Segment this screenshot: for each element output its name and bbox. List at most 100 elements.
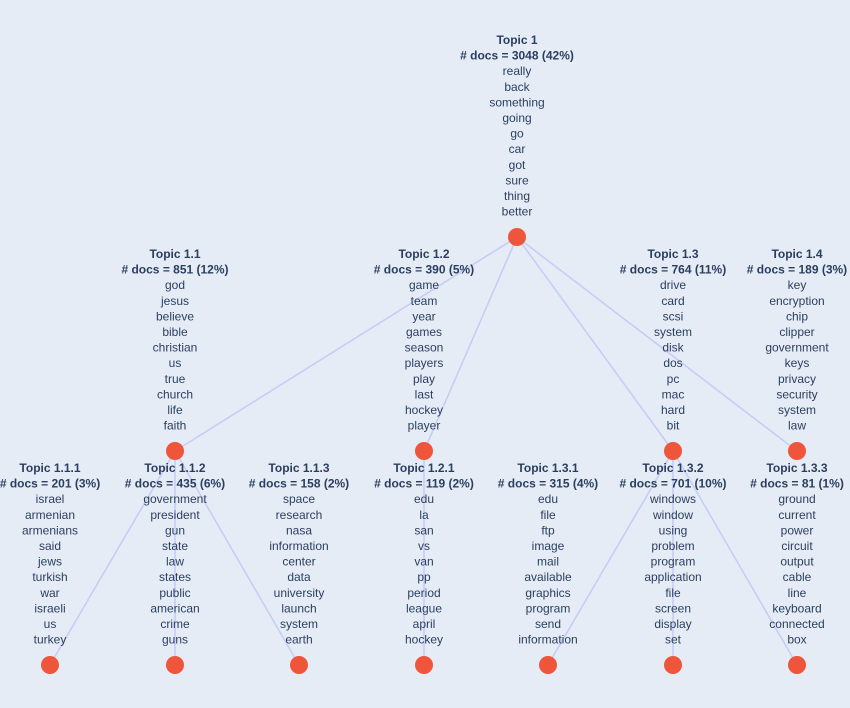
topic-keyword: keys [785,356,810,370]
topic-title: Topic 1.3.2 [642,461,703,475]
topic-keyword: available [524,570,572,584]
topic-doc-count: # docs = 201 (3%) [0,477,100,491]
edges-layer [49,236,798,666]
topic-node-marker[interactable] [415,442,433,460]
topic-keyword: la [419,508,429,522]
topic-keyword: going [502,111,531,125]
topic-keyword: drive [660,278,686,292]
topic-node-marker[interactable] [788,442,806,460]
topic-keyword: file [540,508,556,522]
labels-layer: Topic 1 # docs = 3048 (42%)really backsome… [0,33,847,647]
topic-keyword: research [276,508,323,522]
topic-keyword: ftp [541,523,555,537]
topic-keyword: government [143,492,207,506]
topic-keyword: president [150,508,200,522]
topic-keyword: something [489,95,544,109]
topic-keyword: player [408,419,441,433]
topic-node-t132: Topic 1.3.2 # docs = 701 (10%)windows wind… [619,461,726,647]
topic-keyword: window [652,508,693,522]
topic-node-t113: Topic 1.1.3 # docs = 158 (2%)space researc… [249,461,349,647]
topic-doc-count: # docs = 3048 (42%) [460,49,574,63]
topic-doc-count: # docs = 851 (12%) [121,263,228,277]
topic-node-t111: Topic 1.1.1 # docs = 201 (3%)israel armeni… [0,461,100,647]
topic-keyword: windows [649,492,696,506]
topic-node-marker[interactable] [788,656,806,674]
topic-keyword: system [778,403,816,417]
topic-title: Topic 1 [496,33,537,47]
topic-node-marker[interactable] [539,656,557,674]
topic-node-marker[interactable] [664,656,682,674]
topic-keyword: turkey [34,633,67,647]
topic-doc-count: # docs = 701 (10%) [619,477,726,491]
edge-t13-t131 [547,450,674,666]
topic-node-marker[interactable] [664,442,682,460]
topic-node-marker[interactable] [166,656,184,674]
topic-keyword: states [159,570,191,584]
topic-keyword: public [159,586,190,600]
topic-keyword: said [39,539,61,553]
topic-node-marker[interactable] [508,228,526,246]
topic-keyword: connected [769,617,824,631]
topic-keyword: edu [538,492,558,506]
topic-keyword: state [162,539,188,553]
topic-keyword: jews [37,555,62,569]
topic-keyword: god [165,278,185,292]
topic-keyword: government [765,341,829,355]
topic-title: Topic 1.3.3 [766,461,827,475]
topic-keyword: church [157,387,193,401]
topic-keyword: year [412,309,435,323]
topic-keyword: bible [162,325,188,339]
topic-keyword: graphics [525,586,570,600]
topic-keyword: box [787,633,806,647]
topic-keyword: life [167,403,183,417]
topic-keyword: guns [162,633,188,647]
topic-keyword: go [510,127,524,141]
topic-keyword: circuit [781,539,813,553]
topic-keyword: using [659,523,688,537]
topic-node-marker[interactable] [415,656,433,674]
edge-t11-t111 [49,450,176,666]
topic-keyword: israeli [34,601,65,615]
topic-title: Topic 1.3.1 [517,461,578,475]
topic-keyword: scsi [663,309,684,323]
topic-keyword: bit [667,419,680,433]
topic-keyword: current [778,508,816,522]
topic-keyword: set [665,633,682,647]
topic-node-marker[interactable] [166,442,184,460]
topic-keyword: space [283,492,315,506]
topic-keyword: jesus [160,294,189,308]
topic-keyword: power [781,523,814,537]
topic-keyword: hard [661,403,685,417]
topic-keyword: car [509,142,526,156]
topic-keyword: screen [655,601,691,615]
topic-keyword: turkish [32,570,67,584]
topic-keyword: us [169,356,182,370]
topic-keyword: university [274,586,325,600]
topic-node-marker[interactable] [290,656,308,674]
topic-keyword: sure [505,173,529,187]
topic-doc-count: # docs = 315 (4%) [498,477,598,491]
topic-keyword: israel [36,492,65,506]
topic-keyword: crime [160,617,190,631]
topic-keyword: program [651,555,696,569]
topic-keyword: center [282,555,315,569]
topic-keyword: hockey [405,403,443,417]
topic-title: Topic 1.4 [771,247,822,261]
topic-keyword: really [503,64,532,78]
topic-node-marker[interactable] [41,656,59,674]
topic-keyword: key [788,278,807,292]
edge-root-t14 [516,236,798,452]
topic-keyword: line [788,586,807,600]
topic-keyword: pc [667,372,680,386]
topic-keyword: image [532,539,565,553]
topic-doc-count: # docs = 119 (2%) [374,477,474,491]
topic-node-t14: Topic 1.4# docs = 189 (3%)keyencryptionc… [747,247,847,433]
topic-keyword: nasa [286,523,312,537]
topic-keyword: players [405,356,444,370]
topic-keyword: security [776,387,817,401]
topic-node-t11: Topic 1.1 # docs = 851 (12%)god jesusbelie… [121,247,228,433]
topic-keyword: back [504,80,530,94]
